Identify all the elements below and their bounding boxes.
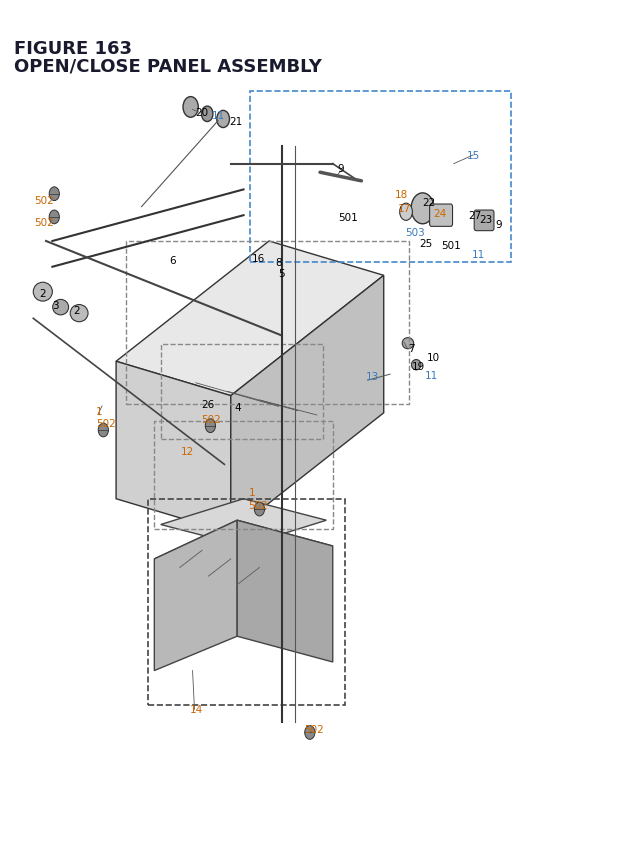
Circle shape — [411, 194, 434, 225]
Ellipse shape — [52, 300, 68, 315]
Text: 503: 503 — [404, 228, 424, 238]
Circle shape — [99, 424, 108, 437]
Text: 27: 27 — [468, 211, 482, 221]
Circle shape — [217, 111, 230, 128]
Text: 20: 20 — [196, 108, 209, 118]
Text: 8: 8 — [275, 258, 282, 268]
Text: 502: 502 — [96, 418, 115, 429]
Text: 5: 5 — [278, 269, 285, 278]
Polygon shape — [116, 242, 384, 396]
Text: 19: 19 — [412, 362, 425, 372]
Text: 14: 14 — [189, 704, 203, 715]
Text: 2: 2 — [40, 288, 46, 298]
FancyBboxPatch shape — [474, 211, 494, 232]
Text: 22: 22 — [422, 198, 435, 208]
Polygon shape — [154, 521, 237, 671]
Text: 12: 12 — [181, 447, 195, 457]
Ellipse shape — [402, 338, 413, 350]
Text: 11: 11 — [472, 250, 485, 259]
Text: 13: 13 — [366, 371, 379, 381]
Text: OPEN/CLOSE PANEL ASSEMBLY: OPEN/CLOSE PANEL ASSEMBLY — [14, 57, 322, 75]
Polygon shape — [154, 521, 333, 585]
Text: 17: 17 — [397, 204, 411, 214]
Text: 16: 16 — [252, 254, 265, 263]
Ellipse shape — [33, 283, 52, 301]
Circle shape — [49, 188, 60, 201]
Circle shape — [305, 726, 315, 740]
Text: 23: 23 — [479, 215, 493, 226]
Text: 3: 3 — [52, 301, 59, 311]
Text: 26: 26 — [201, 400, 214, 410]
Circle shape — [49, 211, 60, 225]
Text: 9: 9 — [338, 164, 344, 174]
Text: 24: 24 — [433, 208, 447, 219]
Text: 18: 18 — [394, 189, 408, 200]
Ellipse shape — [70, 305, 88, 322]
Text: 501: 501 — [441, 241, 461, 251]
Text: 502: 502 — [304, 724, 324, 734]
Polygon shape — [237, 521, 333, 662]
Ellipse shape — [412, 360, 421, 370]
Text: 502: 502 — [35, 218, 54, 228]
Text: 11: 11 — [424, 370, 438, 381]
Text: 501: 501 — [338, 213, 358, 223]
Circle shape — [183, 97, 198, 118]
Text: 502: 502 — [35, 195, 54, 206]
FancyBboxPatch shape — [429, 205, 452, 227]
Circle shape — [399, 204, 412, 221]
Text: 15: 15 — [467, 151, 480, 161]
Text: 6: 6 — [169, 256, 175, 265]
Circle shape — [202, 107, 213, 122]
Text: 7: 7 — [408, 344, 415, 354]
Text: 1: 1 — [248, 487, 255, 498]
Text: 21: 21 — [230, 116, 243, 127]
Text: 2: 2 — [73, 306, 79, 315]
Circle shape — [205, 419, 216, 433]
Circle shape — [254, 503, 264, 517]
Text: FIGURE 163: FIGURE 163 — [14, 40, 132, 58]
Text: 502: 502 — [201, 414, 221, 424]
Text: 502: 502 — [248, 500, 268, 511]
Polygon shape — [161, 499, 326, 547]
Text: 10: 10 — [427, 352, 440, 362]
Text: 9: 9 — [495, 220, 502, 230]
Text: 25: 25 — [419, 238, 432, 249]
Polygon shape — [116, 362, 231, 534]
Text: 4: 4 — [235, 402, 241, 412]
Text: 11: 11 — [212, 110, 225, 121]
Text: 1: 1 — [96, 406, 102, 417]
Polygon shape — [231, 276, 384, 534]
